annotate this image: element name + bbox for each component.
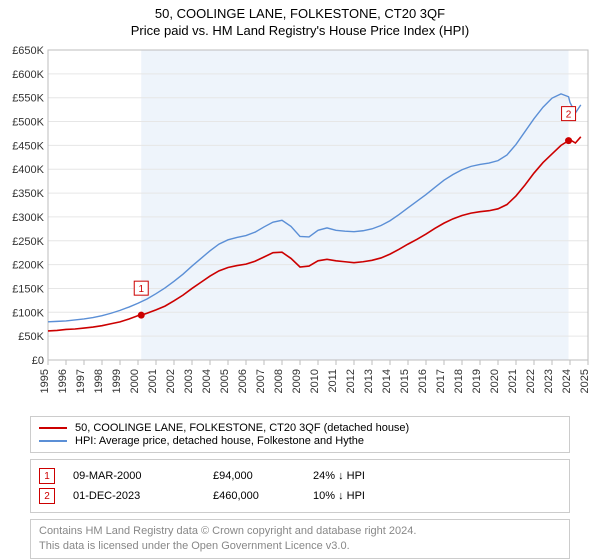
svg-text:2015: 2015 [399, 369, 411, 393]
svg-text:1999: 1999 [111, 369, 123, 393]
svg-text:2004: 2004 [201, 369, 213, 393]
svg-text:2014: 2014 [381, 369, 393, 393]
attribution-line: This data is licensed under the Open Gov… [39, 539, 561, 554]
svg-text:£50K: £50K [18, 331, 44, 343]
legend-item: HPI: Average price, detached house, Folk… [39, 435, 561, 447]
svg-text:2025: 2025 [579, 369, 591, 393]
svg-text:2009: 2009 [291, 369, 303, 393]
svg-text:2011: 2011 [327, 369, 339, 393]
event-price: £94,000 [213, 470, 313, 482]
chart-area: £0 £50K £100K £150K £200K £250K £300K £350K £400… [0, 40, 600, 410]
legend-swatch [39, 427, 67, 429]
legend: 50, COOLINGE LANE, FOLKESTONE, CT20 3QF … [30, 416, 570, 453]
svg-text:1995: 1995 [39, 369, 51, 393]
chart-titles: 50, COOLINGE LANE, FOLKESTONE, CT20 3QF … [0, 0, 600, 40]
svg-text:2001: 2001 [147, 369, 159, 393]
event-marker-number: 1 [138, 284, 144, 295]
svg-text:1997: 1997 [75, 369, 87, 393]
svg-text:2006: 2006 [237, 369, 249, 393]
svg-text:£200K: £200K [12, 260, 44, 272]
svg-text:£600K: £600K [12, 69, 44, 81]
legend-item: 50, COOLINGE LANE, FOLKESTONE, CT20 3QF … [39, 422, 561, 434]
svg-text:2010: 2010 [309, 369, 321, 393]
svg-text:2002: 2002 [165, 369, 177, 393]
line-chart-svg: £0 £50K £100K £150K £200K £250K £300K £350K £400… [0, 40, 600, 410]
event-row: 1 09-MAR-2000£94,00024% ↓ HPI [39, 468, 561, 484]
event-marker: 2 [39, 488, 55, 504]
legend-label: HPI: Average price, detached house, Folk… [75, 435, 364, 447]
svg-text:£250K: £250K [12, 236, 44, 248]
svg-text:2024: 2024 [561, 369, 573, 393]
event-diff: 10% ↓ HPI [313, 490, 433, 502]
svg-text:2016: 2016 [417, 369, 429, 393]
event-row: 2 01-DEC-2023£460,00010% ↓ HPI [39, 488, 561, 504]
svg-text:2023: 2023 [543, 369, 555, 393]
svg-text:2021: 2021 [507, 369, 519, 393]
svg-text:2012: 2012 [345, 369, 357, 393]
legend-swatch [39, 440, 67, 442]
svg-text:1998: 1998 [93, 369, 105, 393]
page: 50, COOLINGE LANE, FOLKESTONE, CT20 3QF … [0, 0, 600, 559]
svg-text:2018: 2018 [453, 369, 465, 393]
transactions-box: 1 09-MAR-2000£94,00024% ↓ HPI 2 01-DEC-2023… [30, 459, 570, 513]
svg-text:2013: 2013 [363, 369, 375, 393]
event-point [565, 137, 572, 144]
svg-text:£300K: £300K [12, 212, 44, 224]
event-price: £460,000 [213, 490, 313, 502]
svg-text:£500K: £500K [12, 117, 44, 129]
attribution-line: Contains HM Land Registry data © Crown c… [39, 524, 561, 539]
chart-title: 50, COOLINGE LANE, FOLKESTONE, CT20 3QF [0, 6, 600, 21]
svg-text:£450K: £450K [12, 140, 44, 152]
chart-subtitle: Price paid vs. HM Land Registry's House … [0, 23, 600, 38]
svg-text:2019: 2019 [471, 369, 483, 393]
svg-text:£150K: £150K [12, 283, 44, 295]
svg-text:£350K: £350K [12, 188, 44, 200]
svg-text:2007: 2007 [255, 369, 267, 393]
svg-text:2017: 2017 [435, 369, 447, 393]
event-marker-number: 2 [566, 110, 572, 121]
svg-text:£550K: £550K [12, 93, 44, 105]
event-diff: 24% ↓ HPI [313, 470, 433, 482]
svg-text:2005: 2005 [219, 369, 231, 393]
svg-text:2008: 2008 [273, 369, 285, 393]
svg-text:2022: 2022 [525, 369, 537, 393]
svg-text:£400K: £400K [12, 164, 44, 176]
svg-text:£0: £0 [32, 355, 44, 367]
svg-text:2000: 2000 [129, 369, 141, 393]
legend-label: 50, COOLINGE LANE, FOLKESTONE, CT20 3QF … [75, 422, 409, 434]
event-marker: 1 [39, 468, 55, 484]
svg-text:2020: 2020 [489, 369, 501, 393]
svg-text:£650K: £650K [12, 45, 44, 57]
svg-text:2003: 2003 [183, 369, 195, 393]
event-point [138, 312, 145, 319]
svg-text:1996: 1996 [57, 369, 69, 393]
event-date: 09-MAR-2000 [73, 470, 213, 482]
event-date: 01-DEC-2023 [73, 490, 213, 502]
attribution-box: Contains HM Land Registry data © Crown c… [30, 519, 570, 559]
svg-text:£100K: £100K [12, 307, 44, 319]
